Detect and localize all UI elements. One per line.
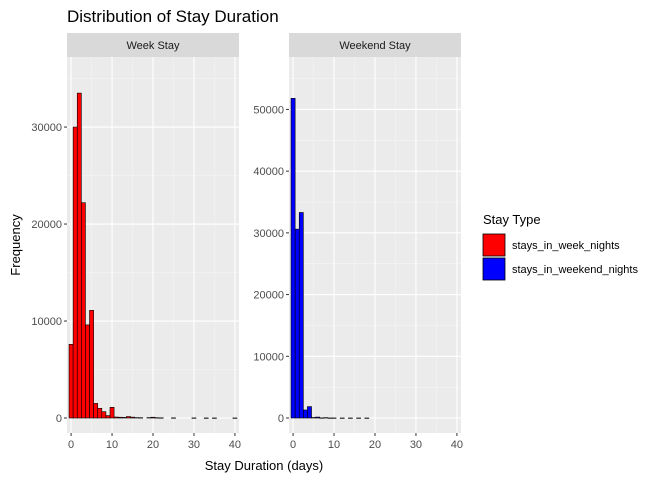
bar-week-stay <box>93 403 99 419</box>
x-axis-title: Stay Duration (days) <box>205 458 324 473</box>
bar-weekend-stay <box>307 406 312 419</box>
legend: Stay Type stays_in_week_nights stays_in_… <box>482 212 638 281</box>
bar-week-stay <box>85 324 90 419</box>
bar-week-stay <box>89 310 94 419</box>
x-tick-label: 30 <box>410 439 422 451</box>
bar-week-stay <box>113 416 119 419</box>
bar-week-stay <box>97 408 103 419</box>
y-tick-label: 30000 <box>253 228 284 240</box>
bar-week-stay <box>68 343 74 419</box>
bar-week-stay <box>72 126 78 419</box>
strip-week-stay <box>67 33 239 57</box>
x-tick-label: 10 <box>106 439 118 451</box>
bar-week-stay <box>121 417 127 419</box>
facet-week-stay: Week Stay <box>67 33 239 433</box>
strip-weekend-stay <box>289 33 461 57</box>
x-tick-label: 30 <box>188 439 200 451</box>
legend-swatch-weekend <box>482 257 506 281</box>
bar-week-stay <box>117 416 123 419</box>
bar-week-stay <box>105 415 111 419</box>
x-tick-label: 40 <box>451 439 463 451</box>
x-tick-label: 10 <box>328 439 340 451</box>
y-tick-label: 10000 <box>253 351 284 363</box>
y-tick-label: 20000 <box>253 290 284 302</box>
legend-label-weekend: stays_in_weekend_nights <box>512 264 638 276</box>
x-tick-label: 0 <box>290 439 296 451</box>
x-tick-label: 40 <box>229 439 241 451</box>
y-tick-label: 0 <box>56 413 62 425</box>
bar-weekend-stay <box>315 416 321 419</box>
y-tick-label: 50000 <box>253 104 284 116</box>
bar-weekend-stay <box>303 409 308 419</box>
bar-week-stay <box>101 411 107 419</box>
bar-week-stay <box>130 416 135 419</box>
bar-weekend-stay <box>294 228 300 419</box>
x-tick-label: 0 <box>68 439 74 451</box>
bar-week-stay <box>109 407 115 419</box>
y-tick-label: 0 <box>278 413 284 425</box>
bar-week-stay <box>81 202 86 419</box>
plot-area-weekend-stay <box>289 57 461 433</box>
y-tick-label: 20000 <box>31 219 62 231</box>
y-tick-label: 30000 <box>31 122 62 134</box>
legend-swatch-week <box>482 233 506 257</box>
legend-title: Stay Type <box>483 212 541 227</box>
strip-label-week-stay: Week Stay <box>127 40 180 52</box>
bar-week-stay <box>150 416 156 419</box>
strip-label-weekend-stay: Weekend Stay <box>339 40 411 52</box>
bar-weekend-stay <box>290 98 296 419</box>
bar-weekend-stay <box>298 212 304 419</box>
y-tick-label: 10000 <box>31 316 62 328</box>
facet-weekend-stay: Weekend Stay <box>289 33 461 433</box>
bar-week-stay <box>126 416 131 419</box>
x-tick-label: 20 <box>369 439 381 451</box>
bar-week-stay <box>76 92 82 419</box>
legend-label-week: stays_in_week_nights <box>512 240 620 252</box>
y-tick-label: 40000 <box>253 166 284 178</box>
chart-title: Distribution of Stay Duration <box>67 7 279 26</box>
plot-area-week-stay <box>67 57 239 433</box>
y-axis-title: Frequency <box>8 214 23 276</box>
x-tick-label: 20 <box>147 439 159 451</box>
